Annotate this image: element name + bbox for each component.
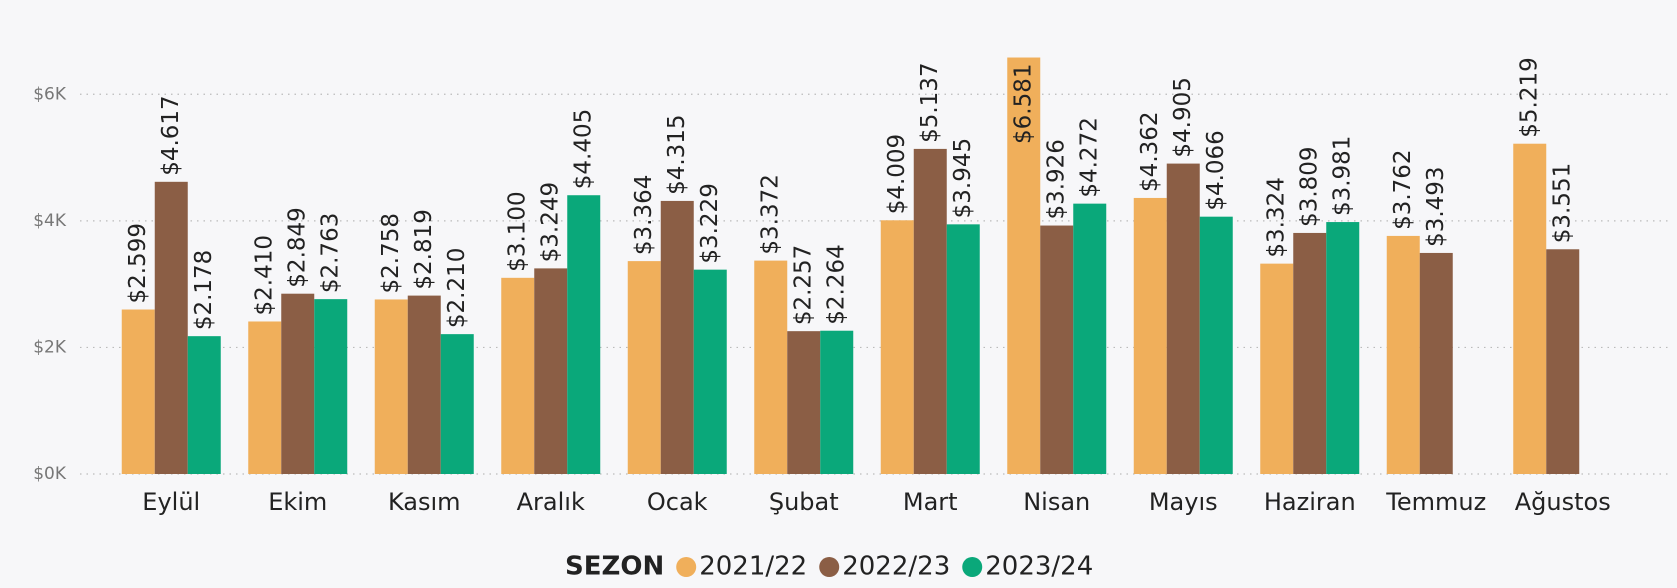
data-label: $4.009 — [884, 134, 910, 214]
x-tick-label: Şubat — [769, 488, 839, 516]
data-label: $3.762 — [1390, 149, 1416, 229]
legend-label: 2021/22 — [699, 552, 807, 582]
bar — [374, 299, 408, 474]
data-label: $3.981 — [1329, 136, 1355, 216]
bar — [1546, 249, 1580, 474]
bar — [248, 321, 282, 474]
bar — [440, 334, 474, 474]
y-tick-label: $2K — [33, 337, 67, 357]
bar — [281, 293, 315, 474]
bar — [501, 277, 535, 474]
x-tick-label: Mart — [903, 488, 958, 516]
bar — [534, 268, 568, 474]
bar — [946, 224, 980, 474]
data-label: $4.066 — [1203, 130, 1229, 210]
data-label: $2.178 — [191, 250, 217, 330]
bar — [407, 295, 441, 474]
bar — [1386, 235, 1420, 474]
data-label: $4.905 — [1170, 77, 1196, 157]
x-tick-label: Ağustos — [1515, 488, 1611, 516]
bar — [1166, 163, 1200, 475]
legend-marker — [819, 557, 840, 577]
x-tick-label: Kasım — [388, 488, 461, 516]
data-label: $4.315 — [664, 114, 690, 194]
bar — [314, 299, 348, 474]
x-tick-label: Ocak — [647, 488, 708, 516]
bar — [1199, 216, 1233, 474]
legend-title: SEZON — [565, 552, 664, 582]
bar — [1419, 252, 1453, 474]
data-label: $3.364 — [631, 175, 657, 255]
bar — [820, 330, 854, 474]
y-tick-label: $6K — [33, 84, 67, 104]
y-tick-label: $4K — [33, 211, 67, 231]
x-tick-label: Aralık — [517, 488, 585, 516]
bar — [1040, 225, 1074, 474]
data-label: $3.493 — [1423, 166, 1449, 246]
data-label: $2.758 — [378, 213, 404, 293]
data-label: $4.617 — [158, 95, 184, 175]
x-tick-label: Ekim — [268, 488, 327, 516]
data-label: $2.257 — [790, 245, 816, 325]
data-label: $2.210 — [444, 248, 470, 328]
x-tick-label: Eylül — [142, 488, 200, 516]
data-label: $2.599 — [125, 223, 151, 303]
data-label: $3.100 — [504, 191, 530, 271]
data-label: $6.581 — [1010, 64, 1036, 144]
bar — [1133, 197, 1167, 475]
y-tick-label: $0K — [33, 464, 67, 484]
legend-marker — [962, 557, 983, 577]
data-label: $2.410 — [251, 235, 277, 315]
data-label: $4.362 — [1137, 111, 1163, 191]
x-tick-label: Mayıs — [1149, 488, 1218, 516]
legend-marker — [676, 557, 697, 577]
bar — [1293, 232, 1327, 474]
bar — [1007, 57, 1041, 474]
bar — [787, 331, 821, 474]
data-label: $3.372 — [757, 174, 783, 254]
bar — [154, 181, 188, 474]
bar — [1073, 203, 1107, 474]
legend-label: 2022/23 — [842, 552, 950, 582]
bar — [627, 261, 661, 474]
data-label: $4.405 — [570, 109, 596, 189]
data-label: $3.324 — [1263, 177, 1289, 257]
legend-label: 2023/24 — [985, 552, 1093, 582]
data-label: $4.272 — [1076, 117, 1102, 197]
data-label: $3.551 — [1549, 163, 1575, 243]
data-label: $2.264 — [823, 244, 849, 324]
data-label: $2.819 — [411, 209, 437, 289]
data-label: $3.809 — [1296, 146, 1322, 226]
data-label: $5.137 — [917, 62, 943, 142]
bar — [754, 260, 788, 474]
bar — [1260, 263, 1294, 474]
data-label: $5.219 — [1516, 57, 1542, 137]
data-label: $2.849 — [284, 207, 310, 287]
bar — [1513, 143, 1547, 474]
data-label: $3.249 — [537, 182, 563, 262]
x-tick-label: Temmuz — [1385, 488, 1486, 516]
data-label: $2.763 — [317, 213, 343, 293]
x-tick-label: Nisan — [1023, 488, 1090, 516]
bar — [567, 195, 601, 474]
data-label: $3.926 — [1043, 139, 1069, 219]
bar — [1326, 222, 1360, 474]
bar — [880, 220, 914, 474]
bar — [913, 148, 947, 474]
bar — [121, 309, 155, 474]
bar — [187, 336, 221, 474]
bar — [693, 269, 727, 474]
data-label: $3.229 — [697, 183, 723, 263]
data-label: $3.945 — [950, 138, 976, 218]
bar — [660, 200, 694, 474]
x-tick-label: Haziran — [1264, 488, 1356, 516]
